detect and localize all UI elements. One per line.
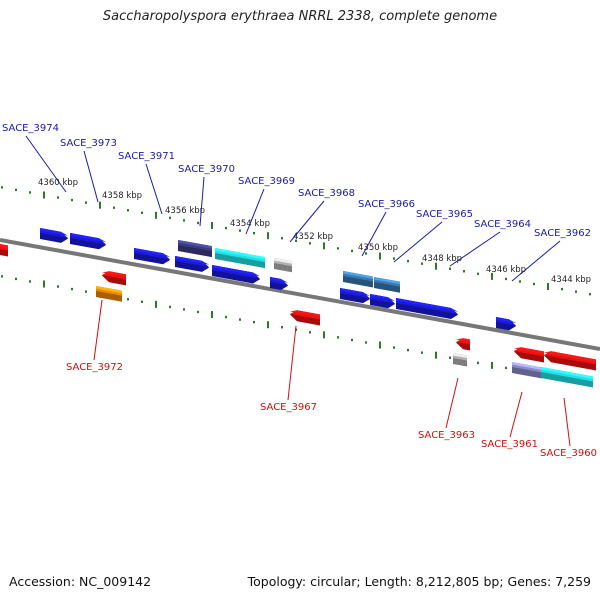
leader-line xyxy=(199,176,205,227)
kbp-label: 4352 kbp xyxy=(293,232,333,242)
gene-arrow xyxy=(102,271,126,286)
kbp-label: 4356 kbp xyxy=(165,206,205,216)
map-title: Saccharopolyspora erythraea NRRL 2338, c… xyxy=(102,9,498,24)
gene-arrow xyxy=(396,298,458,319)
gene-arrow xyxy=(134,248,170,265)
gene-arrow xyxy=(178,240,212,258)
gene-features xyxy=(0,228,596,388)
leader-line xyxy=(511,240,561,282)
gene-labels: SACE_3974SACE_3973SACE_3971SACE_3970SACE… xyxy=(2,123,597,459)
gene-arrow xyxy=(512,362,542,379)
leader-line xyxy=(93,299,103,361)
gene-label-forward: SACE_3962 xyxy=(534,228,591,239)
gene-arrow xyxy=(340,288,370,304)
gene-arrow xyxy=(496,317,516,331)
gene-label-forward: SACE_3964 xyxy=(474,219,531,230)
leader-line xyxy=(245,188,265,235)
gene-arrow xyxy=(290,310,320,326)
gene-arrow xyxy=(70,233,106,250)
leader-line xyxy=(509,391,523,438)
genome-backbone xyxy=(0,238,600,351)
leader-line xyxy=(287,325,297,401)
tick-marks xyxy=(1,186,591,385)
gene-arrow xyxy=(456,338,470,351)
gene-label-reverse: SACE_3967 xyxy=(260,402,317,413)
gene-arrow xyxy=(374,277,400,293)
gene-arrow xyxy=(175,256,209,272)
gene-arrow xyxy=(270,277,288,290)
gene-label-forward: SACE_3971 xyxy=(118,151,175,162)
kbp-label: 4360 kbp xyxy=(38,178,78,188)
leader-line xyxy=(449,231,501,267)
gene-arrow xyxy=(0,244,8,257)
leader-line xyxy=(145,163,163,215)
accession-text: Accession: NC_009142 xyxy=(9,574,152,589)
gene-label-reverse: SACE_3960 xyxy=(540,448,597,459)
kbp-label: 4348 kbp xyxy=(422,254,462,264)
gene-label-forward: SACE_3974 xyxy=(2,123,59,134)
genome-summary: Topology: circular; Length: 8,212,805 bp… xyxy=(247,574,591,589)
gene-arrow xyxy=(274,258,292,273)
gene-label-forward: SACE_3969 xyxy=(238,176,295,187)
leader-line xyxy=(563,397,571,447)
gene-arrow xyxy=(453,353,467,367)
leader-line xyxy=(83,150,99,203)
gene-label-reverse: SACE_3961 xyxy=(481,439,538,450)
leader-line xyxy=(361,211,387,257)
gene-label-forward: SACE_3968 xyxy=(298,188,355,199)
gene-label-forward: SACE_3970 xyxy=(178,164,235,175)
leader-line xyxy=(393,221,443,263)
gene-arrow xyxy=(370,294,395,309)
gene-arrow xyxy=(541,367,593,388)
leader-line xyxy=(25,135,67,193)
gene-arrow xyxy=(96,286,122,302)
gene-label-reverse: SACE_3972 xyxy=(66,362,123,373)
kbp-label: 4358 kbp xyxy=(102,191,142,201)
leader-line xyxy=(289,200,325,243)
kbp-label: 4346 kbp xyxy=(486,265,526,275)
gene-arrow xyxy=(514,347,544,363)
gene-label-forward: SACE_3966 xyxy=(358,199,415,210)
kbp-label: 4350 kbp xyxy=(358,243,398,253)
gene-arrow xyxy=(40,228,68,243)
gene-label-forward: SACE_3965 xyxy=(416,209,473,220)
gene-arrow xyxy=(343,271,373,288)
upper-tick-line xyxy=(1,186,591,296)
kbp-label: 4344 kbp xyxy=(551,275,591,285)
gene-label-reverse: SACE_3963 xyxy=(418,430,475,441)
gene-arrow xyxy=(215,248,265,269)
gene-label-forward: SACE_3973 xyxy=(60,138,117,149)
gene-arrow xyxy=(212,265,260,284)
leader-line xyxy=(445,377,459,429)
gene-arrow xyxy=(544,351,596,371)
